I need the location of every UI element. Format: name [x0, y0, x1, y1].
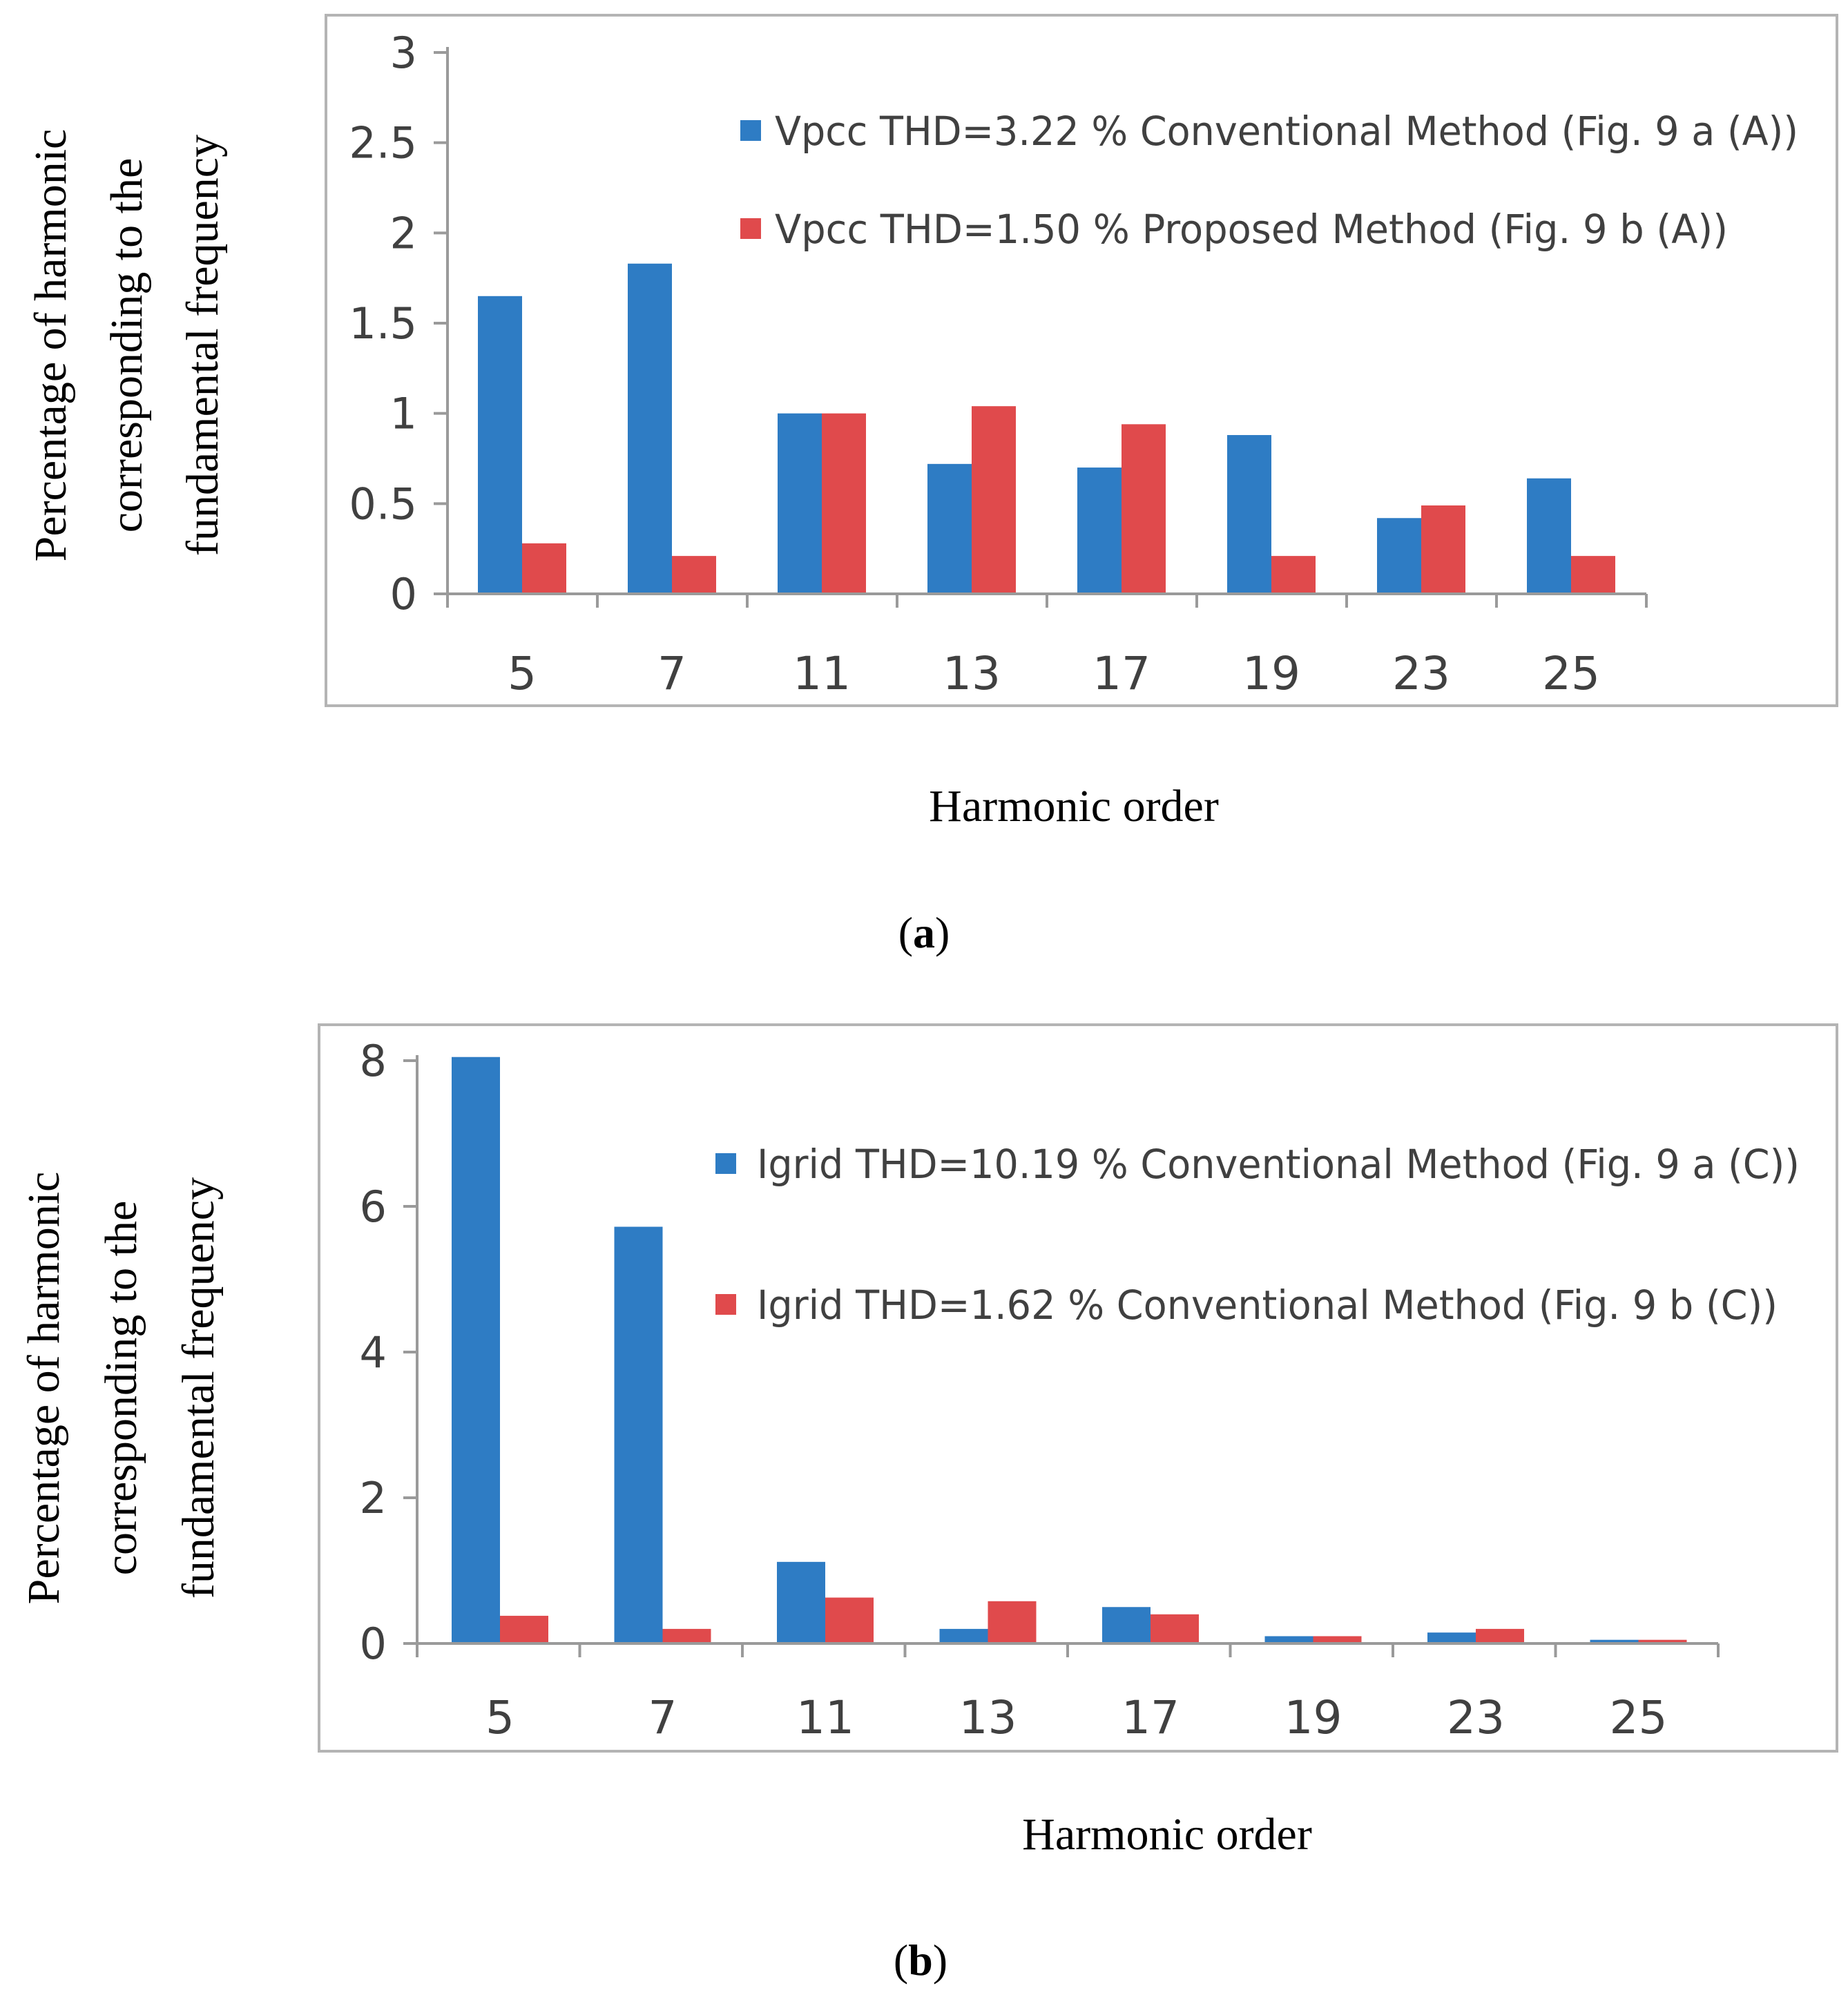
- chart-b-x-tick-label: 17: [1122, 1691, 1180, 1744]
- chart-a-bar-series1-h7: [628, 263, 672, 594]
- chart-a-bar-series2-h17: [1122, 424, 1166, 594]
- chart-a-x-tick-label: 23: [1392, 647, 1450, 700]
- chart-b-bar-series2-h5: [500, 1615, 548, 1643]
- panel-label-b: (b): [894, 1936, 947, 1985]
- chart-a-bar-series2-h19: [1271, 556, 1316, 594]
- panel-label-a: (a): [898, 908, 950, 957]
- chart-b-bar-series2-h17: [1151, 1614, 1199, 1643]
- chart-b-bar-series2-h19: [1313, 1636, 1362, 1643]
- chart-b-y-tick-label: 6: [360, 1182, 387, 1232]
- chart-a-bar-series1-h25: [1527, 478, 1571, 594]
- chart-a-ylabel-line-2: corresponding to the: [102, 158, 152, 533]
- chart-a-bar-series1-h13: [927, 463, 972, 594]
- chart-a-x-tick-label: 7: [657, 647, 686, 700]
- chart-b-x-tick-label: 5: [485, 1691, 514, 1744]
- chart-a-legend-label-conventional: Vpcc THD=3.22 % Conventional Method (Fig…: [775, 108, 1798, 155]
- chart-b-ylabel-line-1: Percentage of harmonic: [19, 1172, 69, 1605]
- chart-a-y-tick-label: 1.5: [349, 298, 417, 349]
- chart-b-bar-series1-h17: [1102, 1607, 1151, 1643]
- chart-a-x-tick-label: 11: [793, 647, 851, 700]
- chart-a-ylabel-line-1: Percentage of harmonic: [26, 129, 76, 562]
- chart-b-legend-swatch-conventional-b: [715, 1294, 736, 1315]
- chart-a-bar-series1-h17: [1077, 467, 1122, 594]
- chart-b-legend-label-conventional-a: Igrid THD=10.19 % Conventional Method (F…: [757, 1141, 1800, 1188]
- chart-a-y-tick-label: 0: [390, 569, 417, 619]
- chart-a-y-tick-label: 3: [390, 28, 417, 78]
- chart-a-y-tick-label: 2.5: [349, 118, 417, 168]
- chart-b-bar-series1-h5: [452, 1057, 500, 1643]
- chart-b-x-tick-label: 25: [1610, 1691, 1668, 1744]
- chart-b-x-tick-label: 19: [1284, 1691, 1342, 1744]
- chart-b-x-tick-label: 7: [648, 1691, 677, 1744]
- chart-b-legend-label-conventional-b: Igrid THD=1.62 % Conventional Method (Fi…: [757, 1282, 1778, 1329]
- chart-b-bar-series2-h13: [988, 1601, 1037, 1643]
- chart-a-y-tick-label: 2: [390, 208, 417, 258]
- chart-b-x-tick-label: 23: [1447, 1691, 1505, 1744]
- chart-b-y-axis-title: Percentage of harmonic corresponding to …: [19, 1172, 224, 1605]
- chart-b-y-tick-label: 2: [360, 1473, 387, 1523]
- chart-a-bar-series1-h23: [1377, 518, 1421, 594]
- chart-panel-b: Percentage of harmonic corresponding to …: [19, 1023, 1838, 1985]
- chart-b-bar-series2-h7: [662, 1628, 711, 1643]
- chart-b-y-tick-label: 0: [360, 1619, 387, 1669]
- chart-b-y-tick-label: 4: [360, 1327, 387, 1378]
- chart-b-bar-series2-h25: [1638, 1639, 1687, 1643]
- chart-a-x-tick-label: 25: [1542, 647, 1600, 700]
- chart-a-legend-swatch-proposed: [740, 218, 761, 239]
- chart-a-legend-swatch-conventional: [740, 120, 761, 141]
- chart-a-bar-series1-h11: [778, 413, 822, 594]
- chart-panel-a: Percentage of harmonic corresponding to …: [26, 14, 1838, 957]
- chart-b-x-tick-label: 13: [959, 1691, 1017, 1744]
- chart-a-bar-series2-h25: [1571, 556, 1615, 594]
- chart-b-bar-series1-h25: [1590, 1639, 1639, 1643]
- chart-a-y-tick-label: 1: [390, 389, 417, 439]
- chart-a-legend-label-proposed: Vpcc THD=1.50 % Proposed Method (Fig. 9 …: [775, 206, 1728, 253]
- chart-b-ylabel-line-2: corresponding to the: [96, 1201, 146, 1576]
- chart-b-frame: [318, 1023, 1838, 1753]
- chart-a-bar-series2-h11: [822, 413, 866, 594]
- chart-a-ylabel-line-3: fundamental frequency: [177, 135, 228, 556]
- chart-b-bar-series2-h23: [1476, 1628, 1524, 1643]
- chart-b-bar-series1-h23: [1427, 1632, 1476, 1643]
- chart-b-x-axis-title: Harmonic order: [1022, 1809, 1312, 1860]
- chart-b-legend-swatch-conventional-a: [715, 1153, 736, 1174]
- chart-a-plot-area: 0 0.5 1 1.5 2 2.5 3 5 7 11 13 17 19 23 25: [349, 28, 1648, 700]
- chart-a-x-tick-label: 17: [1093, 647, 1151, 700]
- chart-a-bar-series1-h19: [1227, 435, 1271, 594]
- chart-b-legend: Igrid THD=10.19 % Conventional Method (F…: [715, 1141, 1800, 1329]
- chart-b-bar-series1-h11: [777, 1561, 825, 1643]
- chart-a-y-tick-label: 0.5: [349, 479, 417, 529]
- chart-b-bar-series1-h13: [939, 1628, 988, 1643]
- chart-a-legend: Vpcc THD=3.22 % Conventional Method (Fig…: [740, 108, 1798, 253]
- chart-b-bar-series1-h19: [1264, 1636, 1313, 1643]
- chart-a-x-tick-label: 13: [943, 647, 1001, 700]
- chart-b-x-tick-label: 11: [796, 1691, 854, 1744]
- chart-b-ylabel-line-3: fundamental frequency: [173, 1177, 224, 1599]
- chart-b-bar-series1-h7: [614, 1226, 663, 1643]
- chart-a-x-axis-title: Harmonic order: [929, 781, 1219, 831]
- chart-a-x-tick-label: 19: [1242, 647, 1300, 700]
- chart-a-x-tick-label: 5: [508, 647, 537, 700]
- chart-a-bar-series2-h5: [522, 543, 566, 594]
- chart-a-bar-series2-h7: [672, 556, 716, 594]
- chart-a-y-axis-title: Percentage of harmonic corresponding to …: [26, 129, 228, 562]
- chart-b-bar-series2-h11: [825, 1597, 874, 1643]
- chart-b-plot-area: 0 2 4 6 8 5 7 11 13 17 19 23 25: [360, 1036, 1720, 1744]
- chart-a-bar-series1-h5: [478, 296, 522, 594]
- chart-b-y-tick-label: 8: [360, 1036, 387, 1086]
- chart-a-bar-series2-h13: [972, 406, 1016, 594]
- chart-a-bar-series2-h23: [1421, 505, 1465, 594]
